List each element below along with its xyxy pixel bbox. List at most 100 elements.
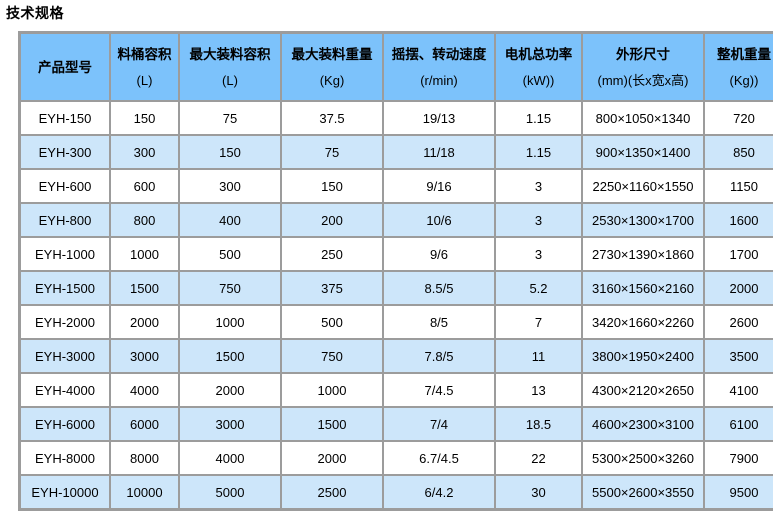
table-cell: 6.7/4.5 (383, 441, 495, 475)
table-row: EYH-8000 8000 4000 2000 6.7/4.5 22 5300×2500×3… (20, 441, 773, 475)
table-cell: 1500 (281, 407, 383, 441)
table-cell: 10/6 (383, 203, 495, 237)
column-header-product-model: 产品型号 (20, 33, 110, 101)
table-row: EYH-600 600 300 150 9/16 3 2250×1160×1550 1150 (20, 169, 773, 203)
table-cell-model: EYH-4000 (20, 373, 110, 407)
table-cell: 6000 (110, 407, 179, 441)
table-header-row: 产品型号 料桶容积 (L) 最大装料容积 (L) 最大装料重量 (Kg) (20, 33, 773, 101)
table-cell: 18.5 (495, 407, 582, 441)
table-cell: 13 (495, 373, 582, 407)
table-cell: 8/5 (383, 305, 495, 339)
table-cell: 250 (281, 237, 383, 271)
table-cell: 11 (495, 339, 582, 373)
table-cell: 10000 (110, 475, 179, 509)
table-cell: 1500 (179, 339, 281, 373)
table-cell: 30 (495, 475, 582, 509)
table-cell-model: EYH-1000 (20, 237, 110, 271)
table-cell: 2730×1390×1860 (582, 237, 704, 271)
table-cell: 37.5 (281, 101, 383, 135)
table-cell: 4100 (704, 373, 773, 407)
table-cell: 75 (179, 101, 281, 135)
column-header-label: 整机重量 (717, 46, 771, 62)
table-cell: 300 (179, 169, 281, 203)
table-cell: 7 (495, 305, 582, 339)
table-cell: 150 (179, 135, 281, 169)
table-cell: 4600×2300×3100 (582, 407, 704, 441)
column-header-label: 电机总功率 (504, 46, 573, 62)
table-cell-model: EYH-150 (20, 101, 110, 135)
table-cell: 2000 (110, 305, 179, 339)
table-cell: 800×1050×1340 (582, 101, 704, 135)
table-cell-model: EYH-10000 (20, 475, 110, 509)
table-cell: 8000 (110, 441, 179, 475)
table-cell: 1600 (704, 203, 773, 237)
table-cell: 1.15 (495, 101, 582, 135)
table-cell: 600 (110, 169, 179, 203)
table-cell: 2000 (281, 441, 383, 475)
table-cell: 3000 (179, 407, 281, 441)
table-cell: 1000 (179, 305, 281, 339)
table-cell-model: EYH-6000 (20, 407, 110, 441)
table-row: EYH-10000 10000 5000 2500 6/4.2 30 5500×2600×3… (20, 475, 773, 509)
column-header-label: 摇摆、转动速度 (391, 46, 487, 62)
table-cell: 3800×1950×2400 (582, 339, 704, 373)
column-header-unit: (Kg) (319, 72, 345, 88)
table-row: EYH-300 300 150 75 11/18 1.15 900×1350×1400 850 (20, 135, 773, 169)
table-cell: 150 (281, 169, 383, 203)
table-row: EYH-800 800 400 200 10/6 3 2530×1300×1700 1600 (20, 203, 773, 237)
table-cell: 19/13 (383, 101, 495, 135)
spec-page: 技术规格 产品型号 料桶容积 (L) 最大装料容积 (L) (0, 4, 773, 511)
table-cell: 900×1350×1400 (582, 135, 704, 169)
table-header: 产品型号 料桶容积 (L) 最大装料容积 (L) 最大装料重量 (Kg) (20, 33, 773, 101)
table-cell: 720 (704, 101, 773, 135)
table-cell: 750 (281, 339, 383, 373)
table-cell-model: EYH-1500 (20, 271, 110, 305)
table-cell: 7/4 (383, 407, 495, 441)
column-header-unit: (L) (222, 72, 238, 88)
table-cell: 2250×1160×1550 (582, 169, 704, 203)
table-cell: 8.5/5 (383, 271, 495, 305)
table-row: EYH-2000 2000 1000 500 8/5 7 3420×1660×2260 260… (20, 305, 773, 339)
column-header-unit: (mm)(长x宽x高) (597, 72, 689, 88)
table-cell: 3000 (110, 339, 179, 373)
table-cell: 11/18 (383, 135, 495, 169)
table-row: EYH-1000 1000 500 250 9/6 3 2730×1390×1860 1700 (20, 237, 773, 271)
table-cell: 7900 (704, 441, 773, 475)
table-cell: 5500×2600×3550 (582, 475, 704, 509)
table-cell: 5000 (179, 475, 281, 509)
table-cell: 9500 (704, 475, 773, 509)
column-header-machine-weight: 整机重量 (Kg)) (704, 33, 773, 101)
table-cell: 375 (281, 271, 383, 305)
table-cell: 9/6 (383, 237, 495, 271)
column-header-overall-dimensions: 外形尺寸 (mm)(长x宽x高) (582, 33, 704, 101)
column-header-unit: (Kg)) (729, 72, 759, 88)
table-cell: 2530×1300×1700 (582, 203, 704, 237)
table-row: EYH-1500 1500 750 375 8.5/5 5.2 3160×1560×2160… (20, 271, 773, 305)
table-cell: 3500 (704, 339, 773, 373)
column-header-label: 最大装料重量 (291, 46, 373, 62)
table-cell: 850 (704, 135, 773, 169)
table-cell: 3 (495, 169, 582, 203)
table-cell: 2500 (281, 475, 383, 509)
table-cell: 6100 (704, 407, 773, 441)
table-cell: 150 (110, 101, 179, 135)
table-cell: 300 (110, 135, 179, 169)
table-row: EYH-4000 4000 2000 1000 7/4.5 13 4300×2120×265… (20, 373, 773, 407)
table-cell: 5.2 (495, 271, 582, 305)
technical-specification-table: 产品型号 料桶容积 (L) 最大装料容积 (L) 最大装料重量 (Kg) (18, 31, 773, 511)
column-header-total-motor-power: 电机总功率 (kW)) (495, 33, 582, 101)
table-cell: 800 (110, 203, 179, 237)
table-cell-model: EYH-8000 (20, 441, 110, 475)
table-cell: 75 (281, 135, 383, 169)
table-cell-model: EYH-600 (20, 169, 110, 203)
table-cell: 500 (179, 237, 281, 271)
table-cell: 4300×2120×2650 (582, 373, 704, 407)
table-cell: 2600 (704, 305, 773, 339)
table-row: EYH-6000 6000 3000 1500 7/4 18.5 4600×2300×310… (20, 407, 773, 441)
table-body: EYH-150 150 75 37.5 19/13 1.15 800×1050×1340 72… (20, 101, 773, 509)
table-cell: 7/4.5 (383, 373, 495, 407)
table-cell: 5300×2500×3260 (582, 441, 704, 475)
table-cell: 2000 (704, 271, 773, 305)
column-header-unit: (kW)) (522, 72, 555, 88)
spec-table-container: 产品型号 料桶容积 (L) 最大装料容积 (L) 最大装料重量 (Kg) (18, 31, 773, 511)
